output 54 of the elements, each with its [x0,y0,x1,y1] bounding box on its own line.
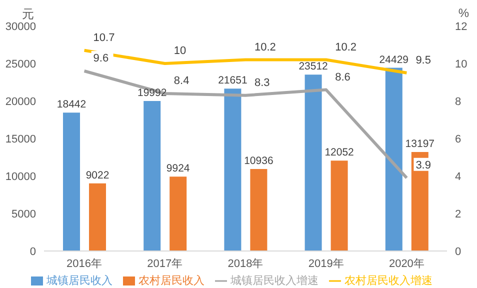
y-tick-label: 30000 [5,20,36,33]
x-tick-label: 2018年 [228,258,264,270]
y2-tick-label: 0 [455,246,462,258]
data-label: 9.6 [93,52,109,64]
y-tick-label: 10000 [5,170,36,183]
data-label: 10.2 [254,41,276,54]
bar [63,112,80,251]
x-tick-label: 2019年 [308,258,344,270]
data-label: 12052 [324,146,354,159]
y-tick-label: 25000 [5,58,36,70]
data-label: 9022 [86,169,110,182]
y2-tick-label: 8 [455,96,462,108]
bar [224,88,242,251]
legend-label: 城镇居民收入 [46,275,112,287]
y2-axis-title: % [458,6,469,20]
data-label: 10 [174,45,186,57]
data-label: 10936 [244,154,274,167]
data-label: 8.4 [174,75,190,87]
y2-tick-label: 6 [455,133,462,146]
bar [144,101,161,251]
x-tick-label: 2017年 [147,258,183,270]
x-tick-label: 2020年 [388,258,424,270]
data-label: 8.6 [335,71,350,84]
data-label: 9924 [166,162,190,175]
y-axis-title: 元 [22,6,34,22]
data-label: 18442 [56,98,86,111]
bar [304,74,322,251]
data-label: 24429 [379,54,409,66]
data-label: 19992 [138,87,167,100]
y-tick-label: 5000 [12,208,36,220]
data-label: 10.2 [335,41,357,54]
bar [170,176,187,251]
y2-tick-label: 12 [455,20,468,33]
bar [89,183,106,251]
bar [385,68,402,251]
bar [330,160,348,251]
legend-label: 城镇居民收入增速 [230,275,318,287]
legend-label: 农村居民收入 [138,275,204,287]
data-label: 21651 [218,74,248,87]
x-tick-label: 2016年 [66,258,102,270]
data-label: 10.7 [93,32,115,44]
legend-label: 农村居民收入增速 [344,275,432,287]
y-tick-label: 15000 [5,133,36,146]
y-tick-label: 20000 [5,96,36,108]
y2-tick-label: 4 [455,170,462,183]
data-label: 13197 [405,138,435,150]
bar [250,168,268,251]
data-label: 23512 [298,60,328,73]
data-label: 3.9 [416,159,431,172]
y-tick-label: 0 [30,246,36,258]
y2-tick-label: 10 [455,58,468,70]
data-label: 9.5 [416,54,431,66]
y2-tick-label: 2 [455,208,462,220]
data-label: 8.3 [254,76,270,89]
